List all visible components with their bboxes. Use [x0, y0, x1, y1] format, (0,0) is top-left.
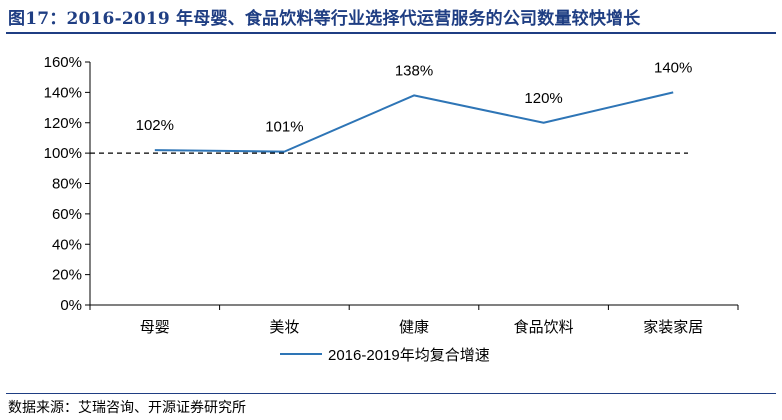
figure-title: 图17：2016-2019 年母婴、食品饮料等行业选择代运营服务的公司数量较快增… [8, 9, 641, 29]
y-tick-label: 20% [52, 267, 82, 284]
line-chart: 0% 20% 40% 60% 80% 100% 120% 140% 160% 母婴 美妆 健康 食品饮… [44, 54, 739, 364]
x-axis: 母婴 美妆 健康 食品饮料 家装家居 [89, 304, 739, 336]
y-axis: 0% 20% 40% 60% 80% 100% 120% 140% 160% [44, 54, 91, 314]
footer-rule [6, 393, 776, 394]
y-tick-label: 140% [44, 84, 82, 101]
data-label: 138% [395, 62, 433, 79]
x-tick-label: 家装家居 [643, 318, 703, 336]
y-tick-label: 80% [52, 176, 82, 193]
source-note: 数据来源：艾瑞咨询、开源证券研究所 [8, 400, 246, 416]
y-tick-label: 160% [44, 54, 82, 71]
y-tick-label: 100% [44, 145, 82, 162]
title-rule [6, 32, 776, 34]
y-tick-label: 40% [52, 236, 82, 253]
data-label: 140% [654, 59, 692, 76]
x-tick-label: 母婴 [140, 318, 170, 336]
y-tick-label: 60% [52, 206, 82, 223]
legend: 2016-2019年均复合增速 [280, 346, 490, 364]
series-line [154, 91, 674, 153]
data-label: 120% [524, 90, 562, 107]
x-tick-label: 食品饮料 [514, 318, 574, 336]
series-group: 102% 101% 138% 120% 140% [136, 59, 692, 153]
legend-label: 2016-2019年均复合增速 [328, 346, 490, 364]
y-tick-label: 0% [60, 297, 82, 314]
x-tick-label: 健康 [399, 318, 429, 336]
y-tick-label: 120% [44, 115, 82, 132]
data-label: 102% [136, 117, 174, 134]
data-label: 101% [265, 119, 303, 136]
x-tick-label: 美妆 [269, 318, 299, 336]
